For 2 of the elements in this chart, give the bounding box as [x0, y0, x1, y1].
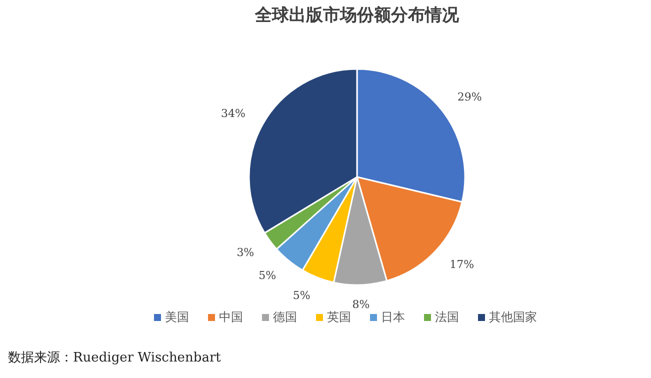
- annotation: 数据来源：Ruediger Wischenbart: [8, 350, 221, 366]
- title: 全球出版市场份额分布情况: [255, 5, 459, 26]
